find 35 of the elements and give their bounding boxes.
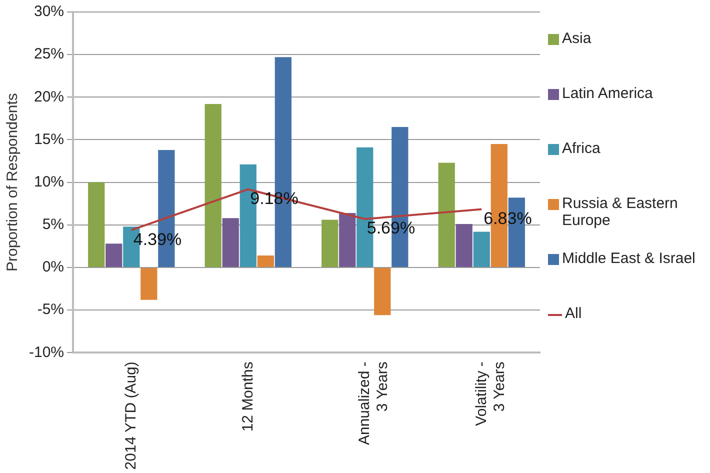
bar bbox=[204, 104, 222, 267]
bar bbox=[473, 232, 490, 267]
legend-label: Middle East & Israel bbox=[562, 250, 696, 267]
bar bbox=[106, 244, 122, 267]
y-tick-label: 0% bbox=[42, 258, 64, 276]
y-tick-label: -5% bbox=[37, 301, 64, 318]
bar bbox=[222, 218, 239, 267]
bar bbox=[339, 212, 356, 267]
data-label: 5.69% bbox=[366, 218, 416, 238]
legend-label: Russia & Eastern Europe bbox=[562, 195, 679, 229]
y-tick-label: 10% bbox=[34, 173, 64, 190]
bar bbox=[140, 268, 158, 300]
y-tick-label: -10% bbox=[28, 344, 64, 361]
legend-label: Africa bbox=[562, 140, 600, 157]
legend-label: All bbox=[565, 305, 582, 322]
x-tick-label: 2014 YTD (Aug) bbox=[122, 362, 140, 470]
legend-label: Latin America bbox=[562, 85, 653, 102]
bar bbox=[257, 256, 274, 267]
bar bbox=[374, 268, 391, 316]
data-label: 9.18% bbox=[250, 188, 298, 208]
x-tick-label: Annualized - 3 Years bbox=[356, 362, 392, 446]
y-tick-label: 15% bbox=[34, 130, 64, 148]
y-tick-label: 30% bbox=[34, 3, 64, 20]
x-tick-label: 12 Months bbox=[239, 362, 256, 432]
y-tick-label: 20% bbox=[34, 88, 64, 106]
x-tick-label: Volatility - 3 Years bbox=[472, 362, 508, 426]
data-label: 6.83% bbox=[484, 208, 532, 228]
bar bbox=[456, 224, 472, 267]
bar bbox=[438, 162, 455, 267]
legend-label: Asia bbox=[562, 30, 592, 47]
y-axis-title: Proportion of Respondents bbox=[4, 93, 22, 272]
bar bbox=[322, 220, 338, 267]
y-tick-label: 25% bbox=[34, 46, 64, 63]
y-tick-label: 5% bbox=[42, 216, 64, 234]
bar bbox=[88, 182, 105, 267]
